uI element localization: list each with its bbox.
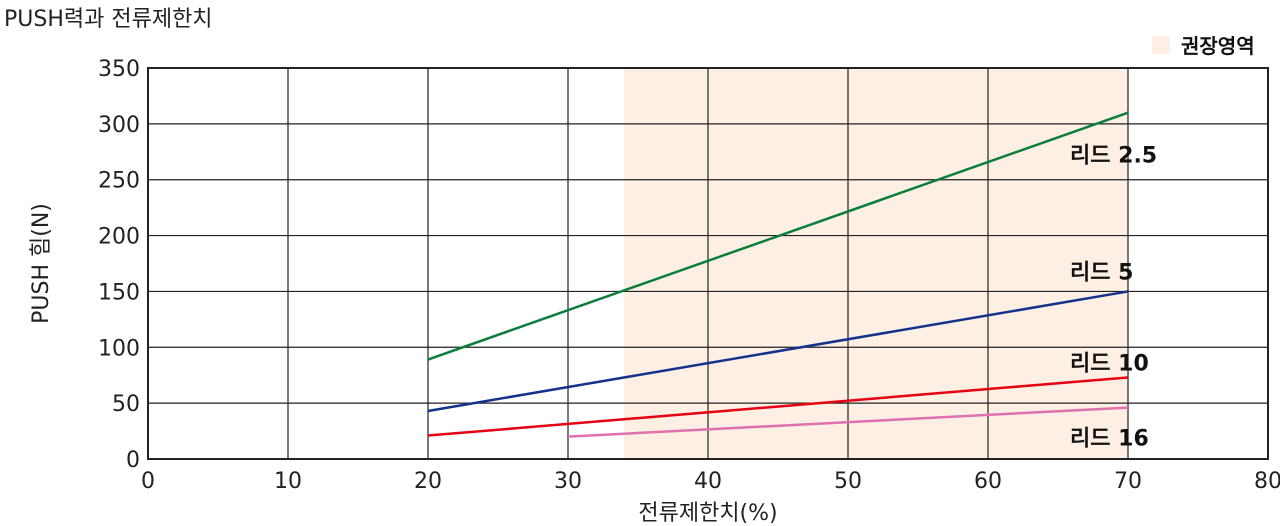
y-axis-label: PUSH 힘(N) (29, 203, 54, 324)
x-tick-label: 80 (1254, 469, 1280, 494)
y-tick-label: 300 (98, 113, 140, 138)
y-tick-label: 0 (126, 448, 140, 473)
y-tick-label: 150 (98, 280, 140, 305)
y-tick-labels: 0 50 100 150 200 250 300 350 (98, 57, 140, 473)
legend-label: 권장영역 (1181, 34, 1255, 58)
x-tick-label: 60 (974, 469, 1002, 494)
series-label: 리드 5 (1070, 260, 1133, 285)
x-tick-label: 20 (414, 469, 442, 494)
series-labels: 리드 2.5 리드 5 리드 10 리드 16 (1070, 144, 1157, 452)
plot-frame (147, 67, 1269, 460)
series-label: 리드 2.5 (1070, 144, 1157, 169)
x-tick-label: 40 (694, 469, 722, 494)
series-label: 리드 16 (1070, 427, 1149, 452)
legend-swatch (1152, 36, 1170, 54)
x-tick-labels: 0 10 20 30 40 50 60 70 80 (141, 469, 1280, 494)
y-tick-label: 200 (98, 225, 140, 250)
x-tick-label: 10 (274, 469, 302, 494)
y-tick-label: 250 (98, 169, 140, 194)
chart-title: PUSH력과 전류제한치 (4, 7, 213, 32)
series-line (567, 406, 1129, 438)
y-tick-label: 350 (98, 57, 140, 82)
series-line (427, 111, 1129, 361)
y-tick-label: 100 (98, 336, 140, 361)
x-axis-label: 전류제한치(%) (638, 501, 777, 526)
x-tick-label: 50 (834, 469, 862, 494)
series-lines (427, 111, 1129, 438)
series-label: 리드 10 (1070, 351, 1149, 376)
x-tick-label: 70 (1114, 469, 1142, 494)
x-tick-label: 0 (141, 469, 155, 494)
grid-lines (148, 68, 1268, 459)
series-line (427, 290, 1129, 413)
y-tick-label: 50 (112, 392, 140, 417)
series-line (427, 376, 1129, 437)
x-tick-label: 30 (554, 469, 582, 494)
